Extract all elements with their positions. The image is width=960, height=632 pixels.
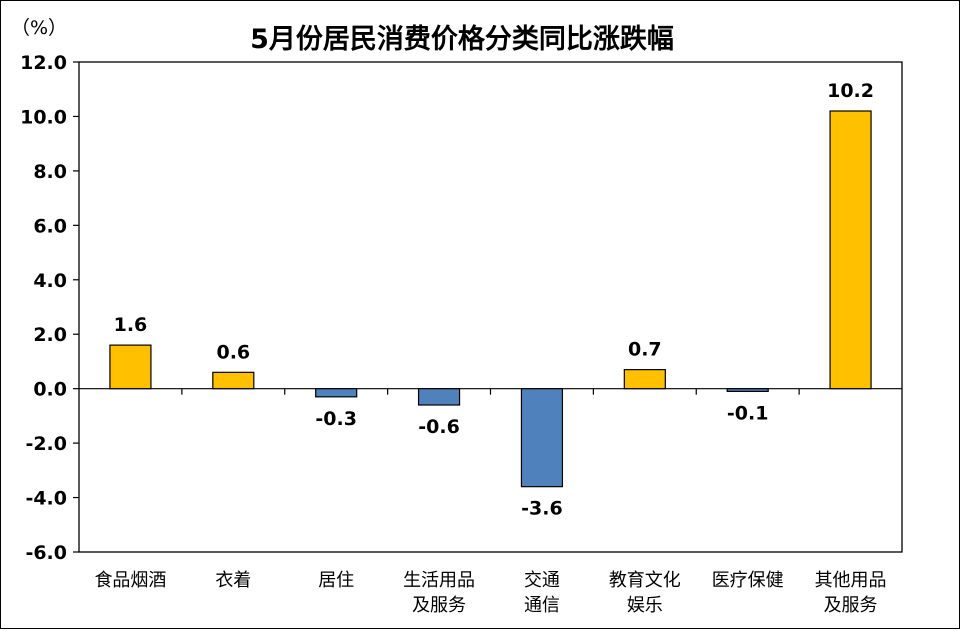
y-tick-label: 8.0 <box>33 161 67 183</box>
bar <box>520 388 564 488</box>
chart-title: 5月份居民消费价格分类同比涨跌幅 <box>250 24 674 55</box>
bar <box>829 110 872 390</box>
data-label: -0.3 <box>315 408 357 430</box>
y-axis-unit-label: （%） <box>11 17 67 39</box>
data-label: -3.6 <box>521 498 563 520</box>
x-category-label: 娱乐 <box>627 595 663 616</box>
data-label: -0.1 <box>727 402 769 424</box>
y-tick-label: 6.0 <box>33 215 67 237</box>
y-tick-label: 12.0 <box>20 52 67 74</box>
x-category-label: 食品烟酒 <box>94 570 166 591</box>
y-tick-label: 10.0 <box>20 106 67 128</box>
data-labels: 1.6 0.6 -0.3 -0.6 -3.6 0.7 -0.1 10.2 <box>114 80 874 520</box>
x-category-label: 其他用品 <box>815 570 887 591</box>
x-category-label: 衣着 <box>215 570 251 591</box>
y-tick-label: -2.0 <box>25 433 67 455</box>
zero-axis <box>79 388 902 395</box>
bar <box>109 344 152 390</box>
plot-area <box>78 61 903 553</box>
data-label: 1.6 <box>114 314 148 336</box>
y-tick-label: 0.0 <box>33 379 67 401</box>
data-label: 0.6 <box>216 341 250 363</box>
x-category-label: 教育文化 <box>609 570 681 591</box>
bar <box>315 388 358 398</box>
x-category-label: 居住 <box>318 570 354 591</box>
x-category-label: 交通 <box>524 570 560 591</box>
bar <box>726 388 769 392</box>
x-category-label: 通信 <box>524 595 560 616</box>
x-category-label: 及服务 <box>412 595 466 616</box>
data-label: -0.6 <box>418 416 460 438</box>
y-tick-label: 2.0 <box>33 324 67 346</box>
bar <box>417 388 461 406</box>
data-label: 0.7 <box>628 339 662 361</box>
x-category-label: 医疗保健 <box>712 570 784 591</box>
bar <box>212 371 255 390</box>
y-tick-label: -4.0 <box>25 488 67 510</box>
x-category-label: 及服务 <box>824 595 878 616</box>
bar-series <box>109 110 872 488</box>
y-tick-label: 4.0 <box>33 270 67 292</box>
y-tick-label: -6.0 <box>25 542 67 564</box>
x-category-label: 生活用品 <box>403 570 475 591</box>
data-label: 10.2 <box>827 80 874 102</box>
y-axis: 12.0 10.0 8.0 6.0 4.0 2.0 0.0 -2.0 -4.0 -6.0 <box>20 52 79 564</box>
bar <box>623 369 666 390</box>
